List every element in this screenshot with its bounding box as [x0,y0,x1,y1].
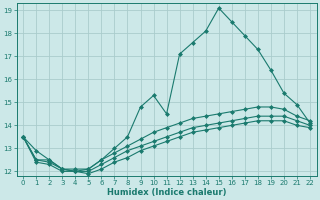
X-axis label: Humidex (Indice chaleur): Humidex (Indice chaleur) [107,188,226,197]
